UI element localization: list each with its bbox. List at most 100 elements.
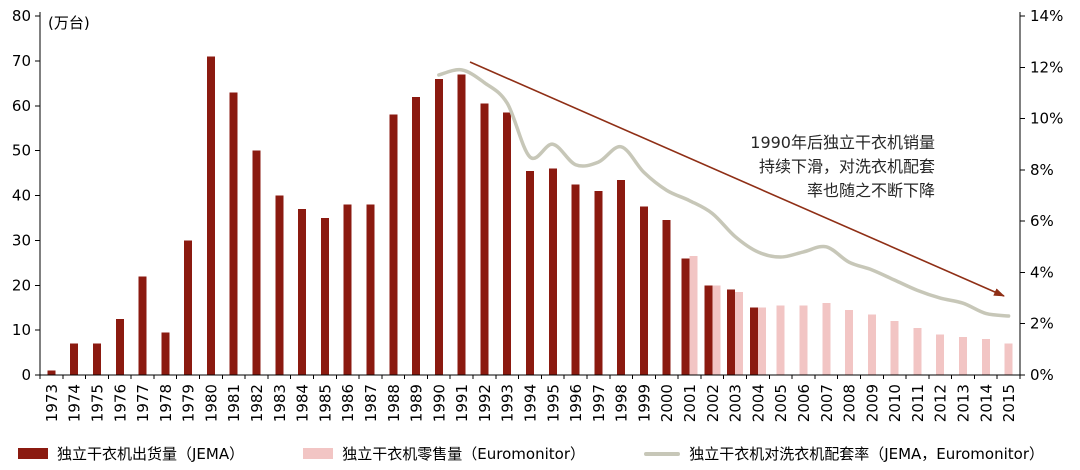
- year-label: 2011: [909, 384, 927, 422]
- year-label: 1978: [157, 384, 175, 422]
- year-label: 1994: [522, 384, 540, 422]
- right-axis-tick-label: 12%: [1030, 58, 1063, 76]
- shipment-bar: [206, 56, 215, 375]
- shipment-bar: [704, 285, 713, 375]
- chart-canvas: 0 10 20 30 40 50 60 70 80 0% 2% 4% 6% 8% 10% 12% 14% 1973…: [12, 7, 1063, 422]
- shipment-bar: [526, 170, 534, 375]
- right-axis-tick-label: 0%: [1030, 366, 1054, 384]
- year-label: 1991: [453, 384, 471, 422]
- year-label: 1996: [567, 384, 585, 422]
- retail-bar: [867, 314, 876, 375]
- retail-bar: [776, 305, 785, 375]
- year-label: 1993: [499, 384, 517, 422]
- year-label: 1981: [225, 384, 243, 422]
- year-label: 1983: [271, 384, 289, 422]
- year-label: 1987: [362, 384, 380, 422]
- shipment-bar: [70, 343, 79, 375]
- left-axis-tick-label: 60: [12, 97, 31, 115]
- year-label: 1980: [202, 384, 220, 422]
- legend-label-shipments: 独立干衣机出货量（JEMA）: [57, 445, 245, 463]
- shipments-swatch-icon: [18, 448, 48, 459]
- year-label: 1977: [134, 384, 152, 422]
- year-label: 2000: [658, 384, 676, 422]
- year-label: 2012: [932, 384, 950, 422]
- year-label: 2001: [681, 384, 699, 422]
- right-axis-tick-label: 2%: [1030, 315, 1054, 333]
- right-axis-tick-label: 10%: [1030, 110, 1063, 128]
- shipment-bar: [275, 195, 284, 375]
- shipment-bar: [681, 258, 690, 375]
- year-label: 2007: [818, 384, 836, 422]
- left-axis-tick-label: 10: [12, 321, 31, 339]
- year-label: 1976: [111, 384, 129, 422]
- retail-bar: [1004, 343, 1013, 375]
- year-label: 1998: [613, 384, 631, 422]
- shipment-bar: [594, 191, 603, 375]
- dryer-shipments-chart: 0 10 20 30 40 50 60 70 80 0% 2% 4% 6% 8% 10% 12% 14% 1973…: [12, 7, 1063, 463]
- shipment-bar: [298, 208, 307, 375]
- year-label: 1995: [544, 384, 562, 422]
- shipment-bar: [92, 343, 101, 375]
- right-axis-tick-label: 8%: [1030, 161, 1054, 179]
- retail-bar: [689, 256, 698, 375]
- left-axis-tick-label: 40: [12, 187, 31, 205]
- year-label: 1975: [88, 384, 106, 422]
- year-label: 2002: [704, 384, 722, 422]
- retail-bar: [822, 303, 831, 375]
- left-axis-tick-label: 80: [12, 7, 31, 25]
- shipment-bar: [571, 184, 580, 375]
- shipment-bar: [184, 240, 193, 375]
- year-label: 1988: [385, 384, 403, 422]
- retail-swatch-icon: [303, 448, 334, 459]
- retail-bar: [757, 307, 766, 375]
- legend-label-retail: 独立干衣机零售量（Euromonitor）: [342, 445, 585, 463]
- left-axis-tick-label: 20: [12, 276, 31, 294]
- retail-bar: [890, 321, 899, 375]
- shipment-bar: [480, 103, 489, 375]
- legend-label-ratio: 独立干衣机对洗衣机配套率（JEMA，Euromonitor）: [689, 445, 1044, 463]
- annotation-line: 1990年后独立干衣机销量: [750, 133, 935, 152]
- right-axis-tick-label: 14%: [1030, 7, 1063, 25]
- shipment-bar: [229, 92, 238, 375]
- year-label: 2003: [727, 384, 745, 422]
- shipment-bar: [457, 74, 466, 376]
- shipment-bar: [343, 204, 352, 375]
- year-label: 2010: [886, 384, 904, 422]
- retail-bar: [735, 291, 744, 375]
- year-label: 1974: [66, 384, 84, 422]
- year-label: 2004: [749, 384, 767, 422]
- annotation-line: 持续下滑，对洗衣机配套: [759, 157, 935, 176]
- retail-bar: [959, 336, 968, 375]
- shipment-bar: [389, 114, 398, 375]
- year-label: 2006: [795, 384, 813, 422]
- left-axis-tick-label: 0: [21, 366, 31, 384]
- shipment-bar: [161, 332, 170, 375]
- year-label: 2014: [977, 384, 995, 422]
- shipment-bar: [749, 307, 758, 375]
- shipment-bar: [47, 370, 56, 375]
- year-label: 1992: [476, 384, 494, 422]
- year-label: 2008: [841, 384, 859, 422]
- shipment-bar: [548, 168, 557, 375]
- year-label: 1979: [180, 384, 198, 422]
- year-label: 1990: [430, 384, 448, 422]
- right-axis-tick-label: 6%: [1030, 212, 1054, 230]
- retail-bar: [799, 305, 808, 375]
- shipment-bar: [320, 217, 329, 375]
- annotation-line: 率也随之不断下降: [807, 181, 935, 200]
- shipment-bar: [434, 78, 443, 375]
- ratio-line: [437, 67, 1011, 318]
- shipment-bar: [617, 179, 626, 375]
- year-label: 2009: [863, 384, 881, 422]
- year-label: 1984: [294, 384, 312, 422]
- shipment-bar: [115, 318, 124, 375]
- legend-item-shipments: 独立干衣机出货量（JEMA）: [18, 443, 244, 464]
- shipment-bar: [503, 112, 512, 375]
- legend-item-ratio: 独立干衣机对洗衣机配套率（JEMA，Euromonitor）: [644, 443, 1044, 464]
- retail-bar: [845, 309, 854, 375]
- shipment-bar: [366, 204, 375, 375]
- year-label: 1989: [408, 384, 426, 422]
- retail-bar: [712, 285, 721, 375]
- year-label: 2015: [1000, 384, 1018, 422]
